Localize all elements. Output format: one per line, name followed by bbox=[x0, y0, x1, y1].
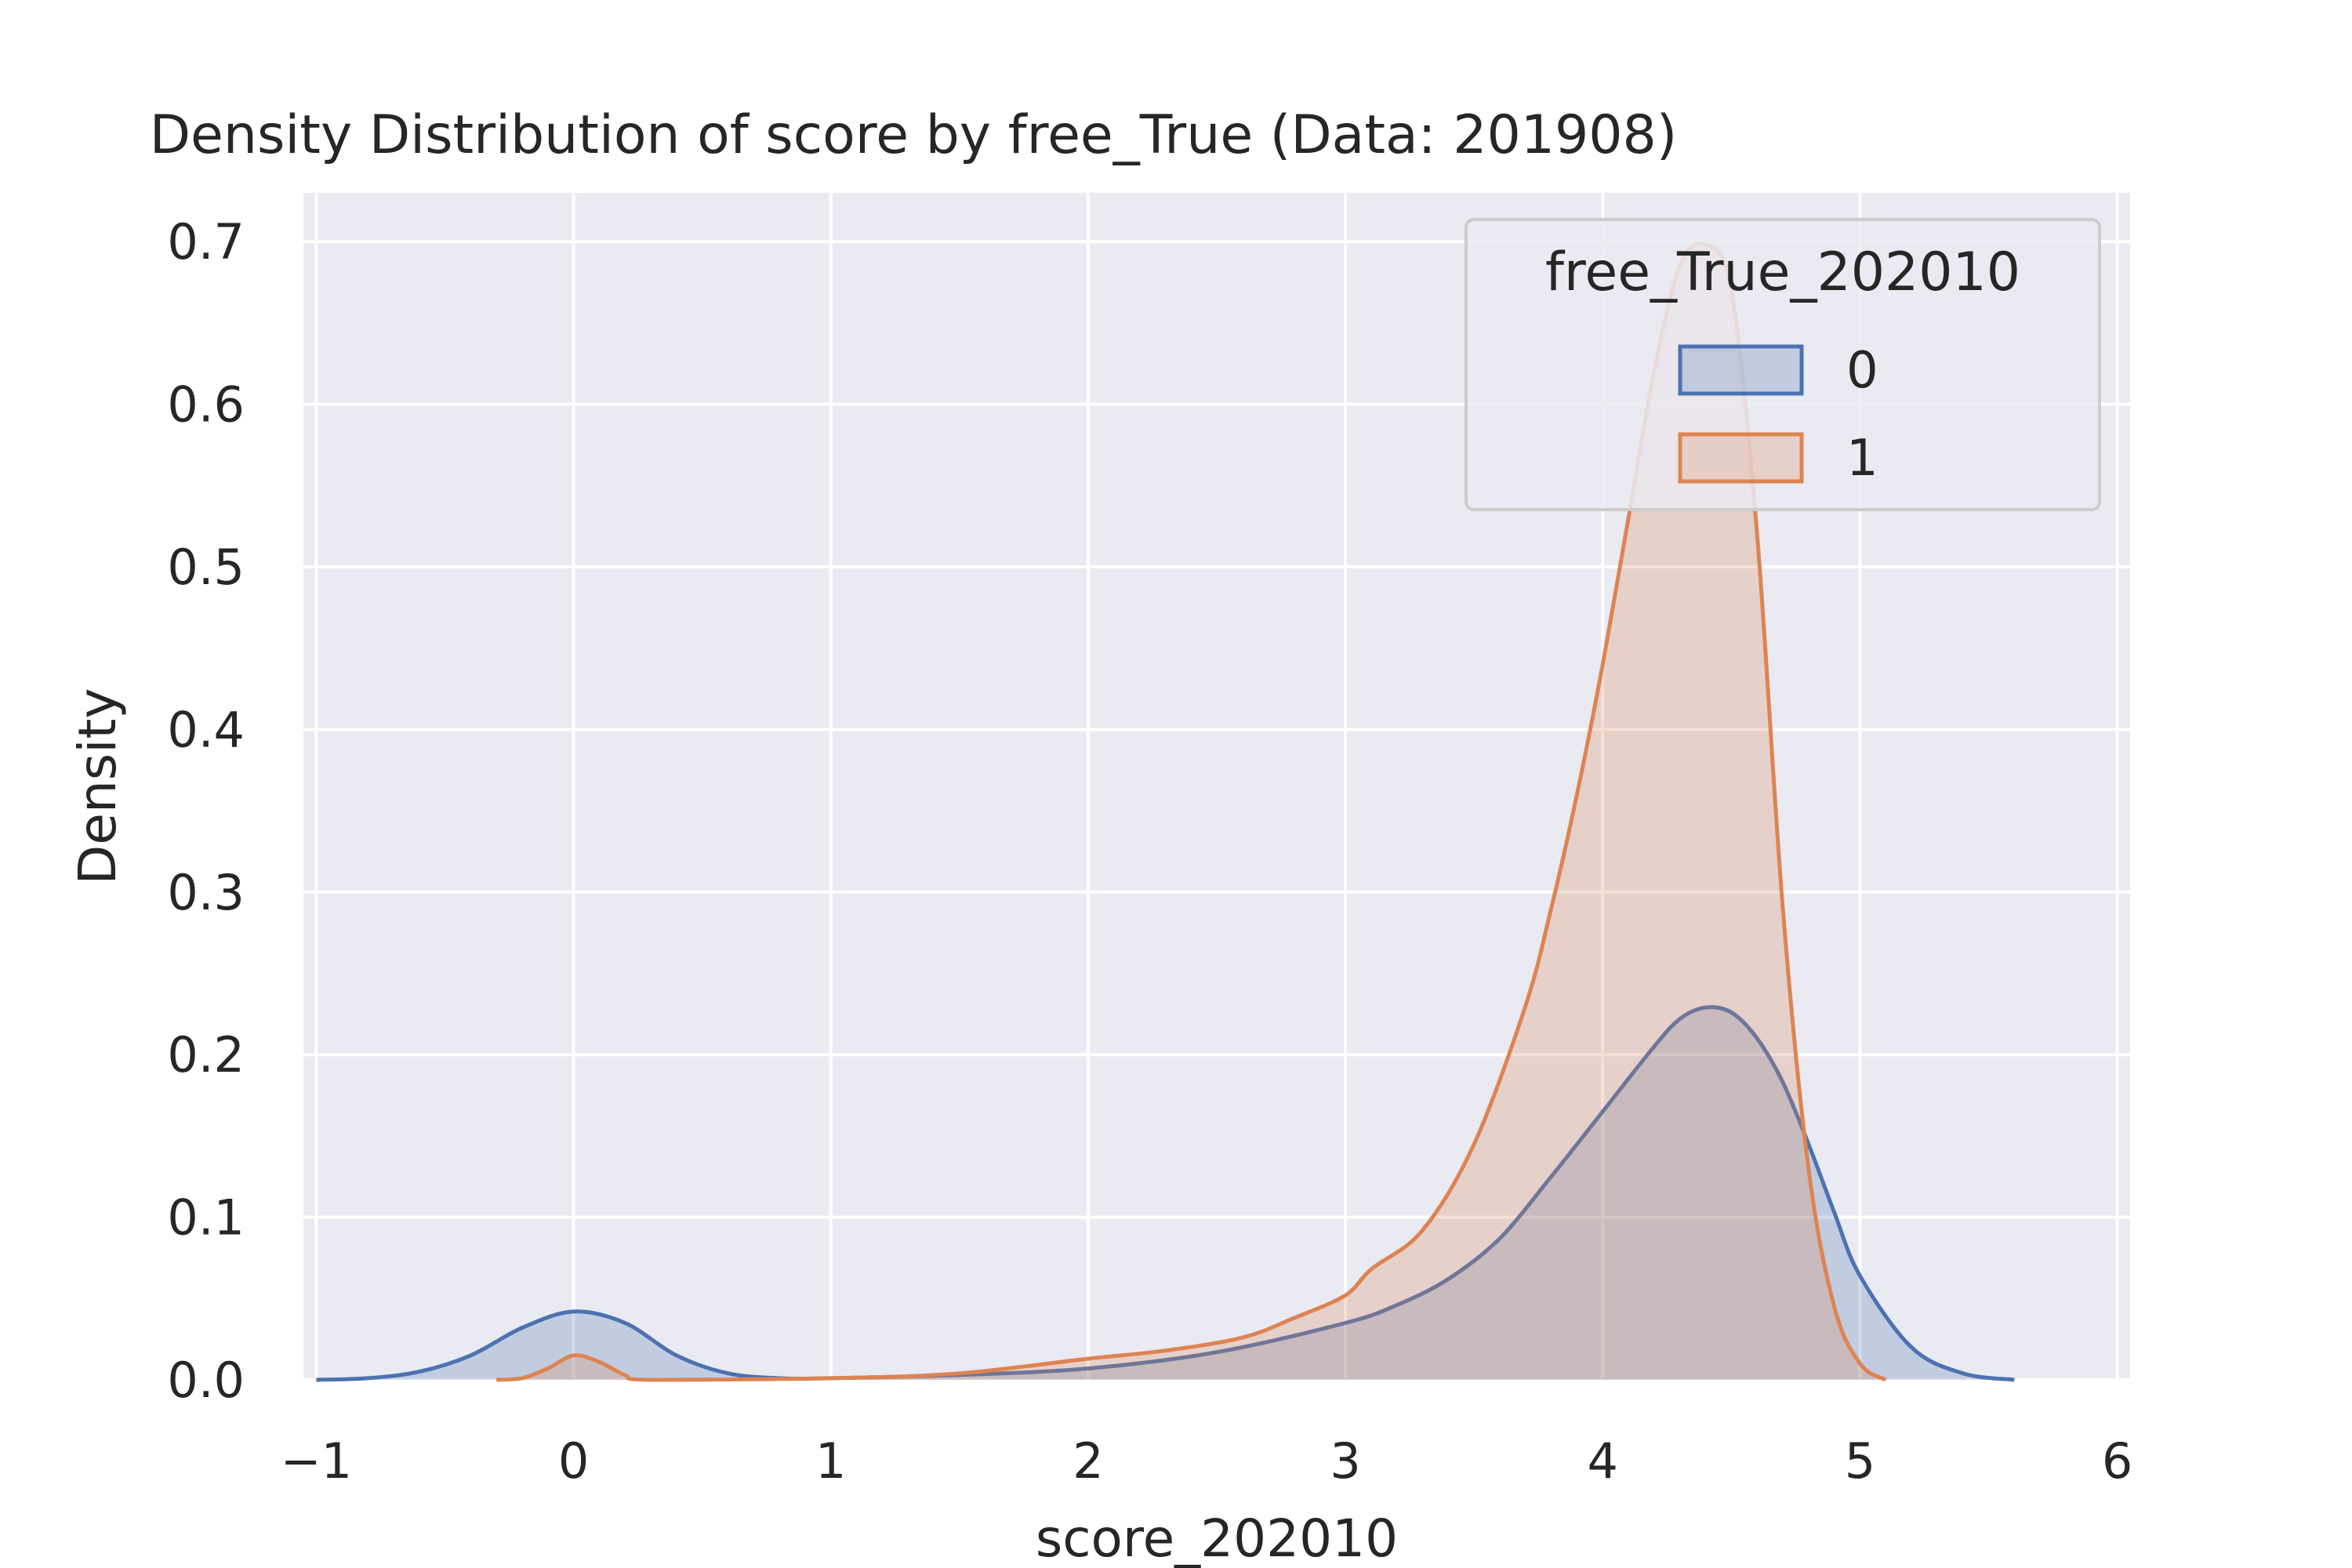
legend-swatch-1 bbox=[1678, 432, 1804, 484]
x-tick-label: 2 bbox=[1073, 1432, 1103, 1490]
x-tick-label: 6 bbox=[2102, 1432, 2132, 1490]
density-areas bbox=[316, 241, 2015, 1382]
density-area-1 bbox=[496, 243, 1886, 1381]
x-tick-label: 1 bbox=[815, 1432, 846, 1490]
legend-title: free_True_202010 bbox=[1545, 241, 2020, 303]
y-tick-label: 0.1 bbox=[167, 1189, 245, 1247]
density-line-1 bbox=[495, 241, 1887, 1382]
x-tick-label: −1 bbox=[281, 1432, 352, 1490]
legend-label-0: 0 bbox=[1846, 342, 1878, 400]
legend: free_True_202010 0 1 bbox=[1465, 218, 2101, 511]
y-axis: 0.0 0.1 0.2 0.3 0.4 0.5 0.6 0.7 bbox=[167, 213, 245, 1409]
x-tick-label: 0 bbox=[558, 1432, 589, 1490]
y-tick-label: 0.2 bbox=[167, 1026, 245, 1083]
grid bbox=[303, 193, 2130, 1381]
x-tick-label: 3 bbox=[1330, 1432, 1360, 1490]
x-tick-label: 5 bbox=[1845, 1432, 1875, 1490]
x-tick-label: 4 bbox=[1588, 1432, 1618, 1490]
x-axis-label: score_202010 bbox=[1036, 1508, 1398, 1568]
density-area-0 bbox=[316, 1007, 2015, 1380]
x-axis: −1 0 1 2 3 4 5 6 bbox=[281, 1432, 2133, 1490]
y-tick-label: 0.3 bbox=[167, 864, 245, 921]
y-tick-label: 0.5 bbox=[167, 539, 245, 596]
y-axis-label: Density bbox=[67, 688, 128, 885]
legend-frame bbox=[1465, 218, 2101, 511]
legend-swatch-0 bbox=[1678, 344, 1804, 396]
y-tick-label: 0.4 bbox=[167, 701, 245, 758]
y-tick-label: 0.6 bbox=[167, 376, 245, 434]
y-tick-label: 0.7 bbox=[167, 213, 245, 270]
legend-label-1: 1 bbox=[1846, 430, 1878, 488]
y-tick-label: 0.0 bbox=[167, 1352, 245, 1409]
chart-title: Density Distribution of score by free_Tr… bbox=[150, 104, 1678, 166]
